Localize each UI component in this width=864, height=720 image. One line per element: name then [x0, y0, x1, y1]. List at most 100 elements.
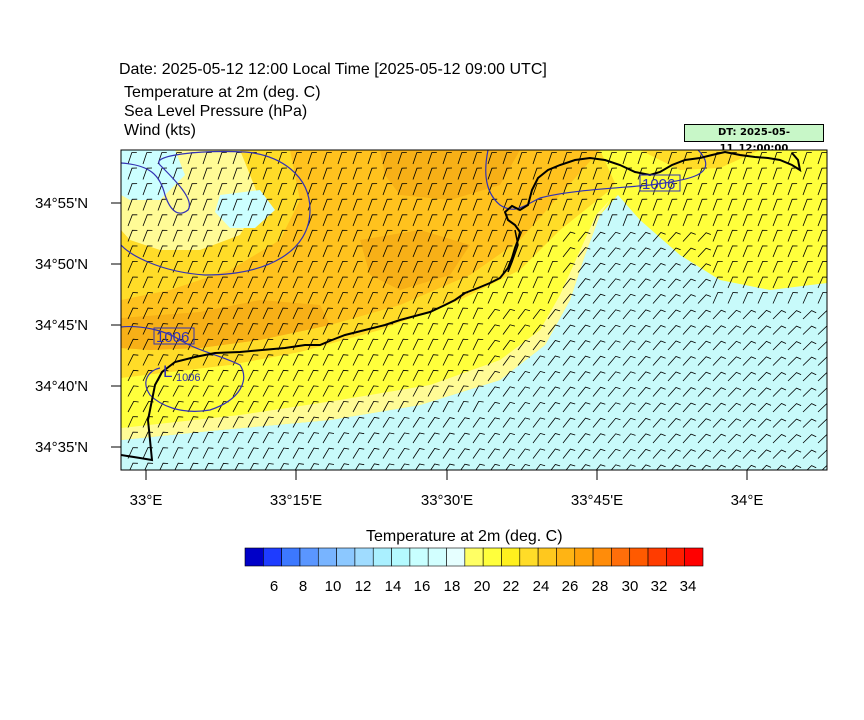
wind-barb	[262, 260, 273, 273]
wind-barb	[487, 292, 498, 304]
colorbar-tick-label: 30	[622, 578, 639, 595]
colorbar-swatch	[519, 547, 539, 567]
wind-barb	[535, 463, 546, 470]
wind-barb	[637, 152, 647, 165]
wind-barb	[427, 385, 439, 397]
wind-barb	[682, 325, 696, 335]
wind-barb	[382, 183, 393, 196]
wind-barb	[475, 463, 485, 470]
wind-barb	[427, 369, 439, 382]
wind-barb	[202, 323, 214, 335]
wind-barb	[352, 432, 365, 444]
wind-barb	[532, 152, 542, 165]
wind-barb	[757, 245, 768, 258]
wind-barb	[487, 324, 500, 335]
wind-barb	[262, 447, 274, 459]
wind-barb	[712, 214, 723, 227]
wind-barb	[204, 462, 214, 470]
wind-barb	[337, 198, 348, 211]
wind-barb	[174, 462, 184, 470]
wind-barb	[322, 183, 333, 196]
wind-barb	[787, 372, 802, 382]
wind-barb	[157, 167, 168, 180]
wind-barb	[322, 432, 335, 444]
wind-barb	[292, 229, 303, 242]
wind-barb	[337, 447, 350, 459]
wind-barb	[382, 338, 394, 351]
wind-barb	[427, 448, 440, 459]
wind-barb	[262, 183, 273, 196]
wind-barb	[787, 245, 798, 258]
wind-barb	[292, 245, 303, 258]
colorbar-tick-label: 6	[270, 578, 278, 595]
isobar-label-west: 1006	[156, 329, 189, 346]
wind-barb	[667, 198, 678, 211]
wind-barb	[127, 431, 138, 444]
wind-barb	[262, 432, 274, 444]
wind-barb	[817, 183, 827, 196]
wind-barb	[142, 198, 153, 211]
wind-barb	[232, 152, 242, 165]
wind-barb	[385, 463, 395, 470]
wind-barb	[187, 229, 198, 242]
wind-barb	[187, 354, 199, 366]
wind-barb	[277, 183, 288, 196]
wind-barb	[397, 152, 407, 165]
wind-barb	[247, 260, 258, 273]
wind-barb	[472, 245, 483, 258]
wind-barb	[577, 386, 591, 397]
wind-barb	[457, 307, 469, 320]
wind-barb	[667, 387, 681, 397]
wind-barb	[637, 309, 651, 320]
wind-barb	[142, 152, 152, 165]
wind-barb	[157, 447, 169, 459]
wind-barb	[577, 167, 588, 180]
wind-barb	[742, 371, 757, 382]
wind-barb	[802, 245, 813, 258]
colorbar-swatch	[684, 547, 704, 567]
isobar-west	[121, 325, 245, 412]
wind-barb	[757, 229, 768, 242]
wind-barb	[127, 354, 139, 366]
wind-barb	[772, 276, 783, 289]
wind-barb	[532, 355, 546, 366]
wind-barb	[427, 400, 439, 413]
wind-barb	[502, 292, 513, 304]
wind-barb	[787, 152, 797, 165]
wind-barb	[787, 387, 802, 397]
wind-barb	[277, 338, 289, 351]
wind-barb	[397, 167, 408, 180]
wind-barb	[697, 387, 711, 397]
wind-barb	[637, 402, 651, 413]
wind-barb	[157, 276, 168, 289]
wind-barb	[172, 167, 183, 180]
wind-barb	[490, 463, 500, 470]
wind-barb	[277, 152, 287, 165]
wind-barb	[457, 214, 468, 227]
wind-barb	[232, 260, 243, 273]
wind-barb	[727, 198, 738, 211]
wind-barb	[562, 214, 573, 227]
init-time-badge: DT: 2025-05-11_12:00:00	[684, 124, 824, 154]
wind-barb	[772, 229, 783, 242]
wind-barb	[442, 323, 454, 335]
wind-barb	[487, 386, 500, 397]
wind-barb	[622, 214, 633, 227]
wind-barb	[127, 152, 137, 165]
wind-barb	[187, 307, 199, 320]
wind-barb	[682, 402, 696, 413]
wind-barb	[457, 198, 468, 211]
wind-barb	[277, 447, 289, 459]
wind-barb	[697, 278, 711, 289]
wind-barb	[142, 167, 153, 180]
wind-barb	[382, 432, 395, 444]
wind-barb	[487, 417, 500, 428]
wind-barb	[577, 371, 591, 382]
wind-barb	[532, 167, 543, 180]
colorbar-tick-label: 12	[355, 578, 372, 595]
colorbar-swatch	[611, 547, 631, 567]
wind-barb	[727, 418, 742, 428]
wind-barb	[277, 198, 288, 211]
wind-barb	[532, 183, 543, 196]
